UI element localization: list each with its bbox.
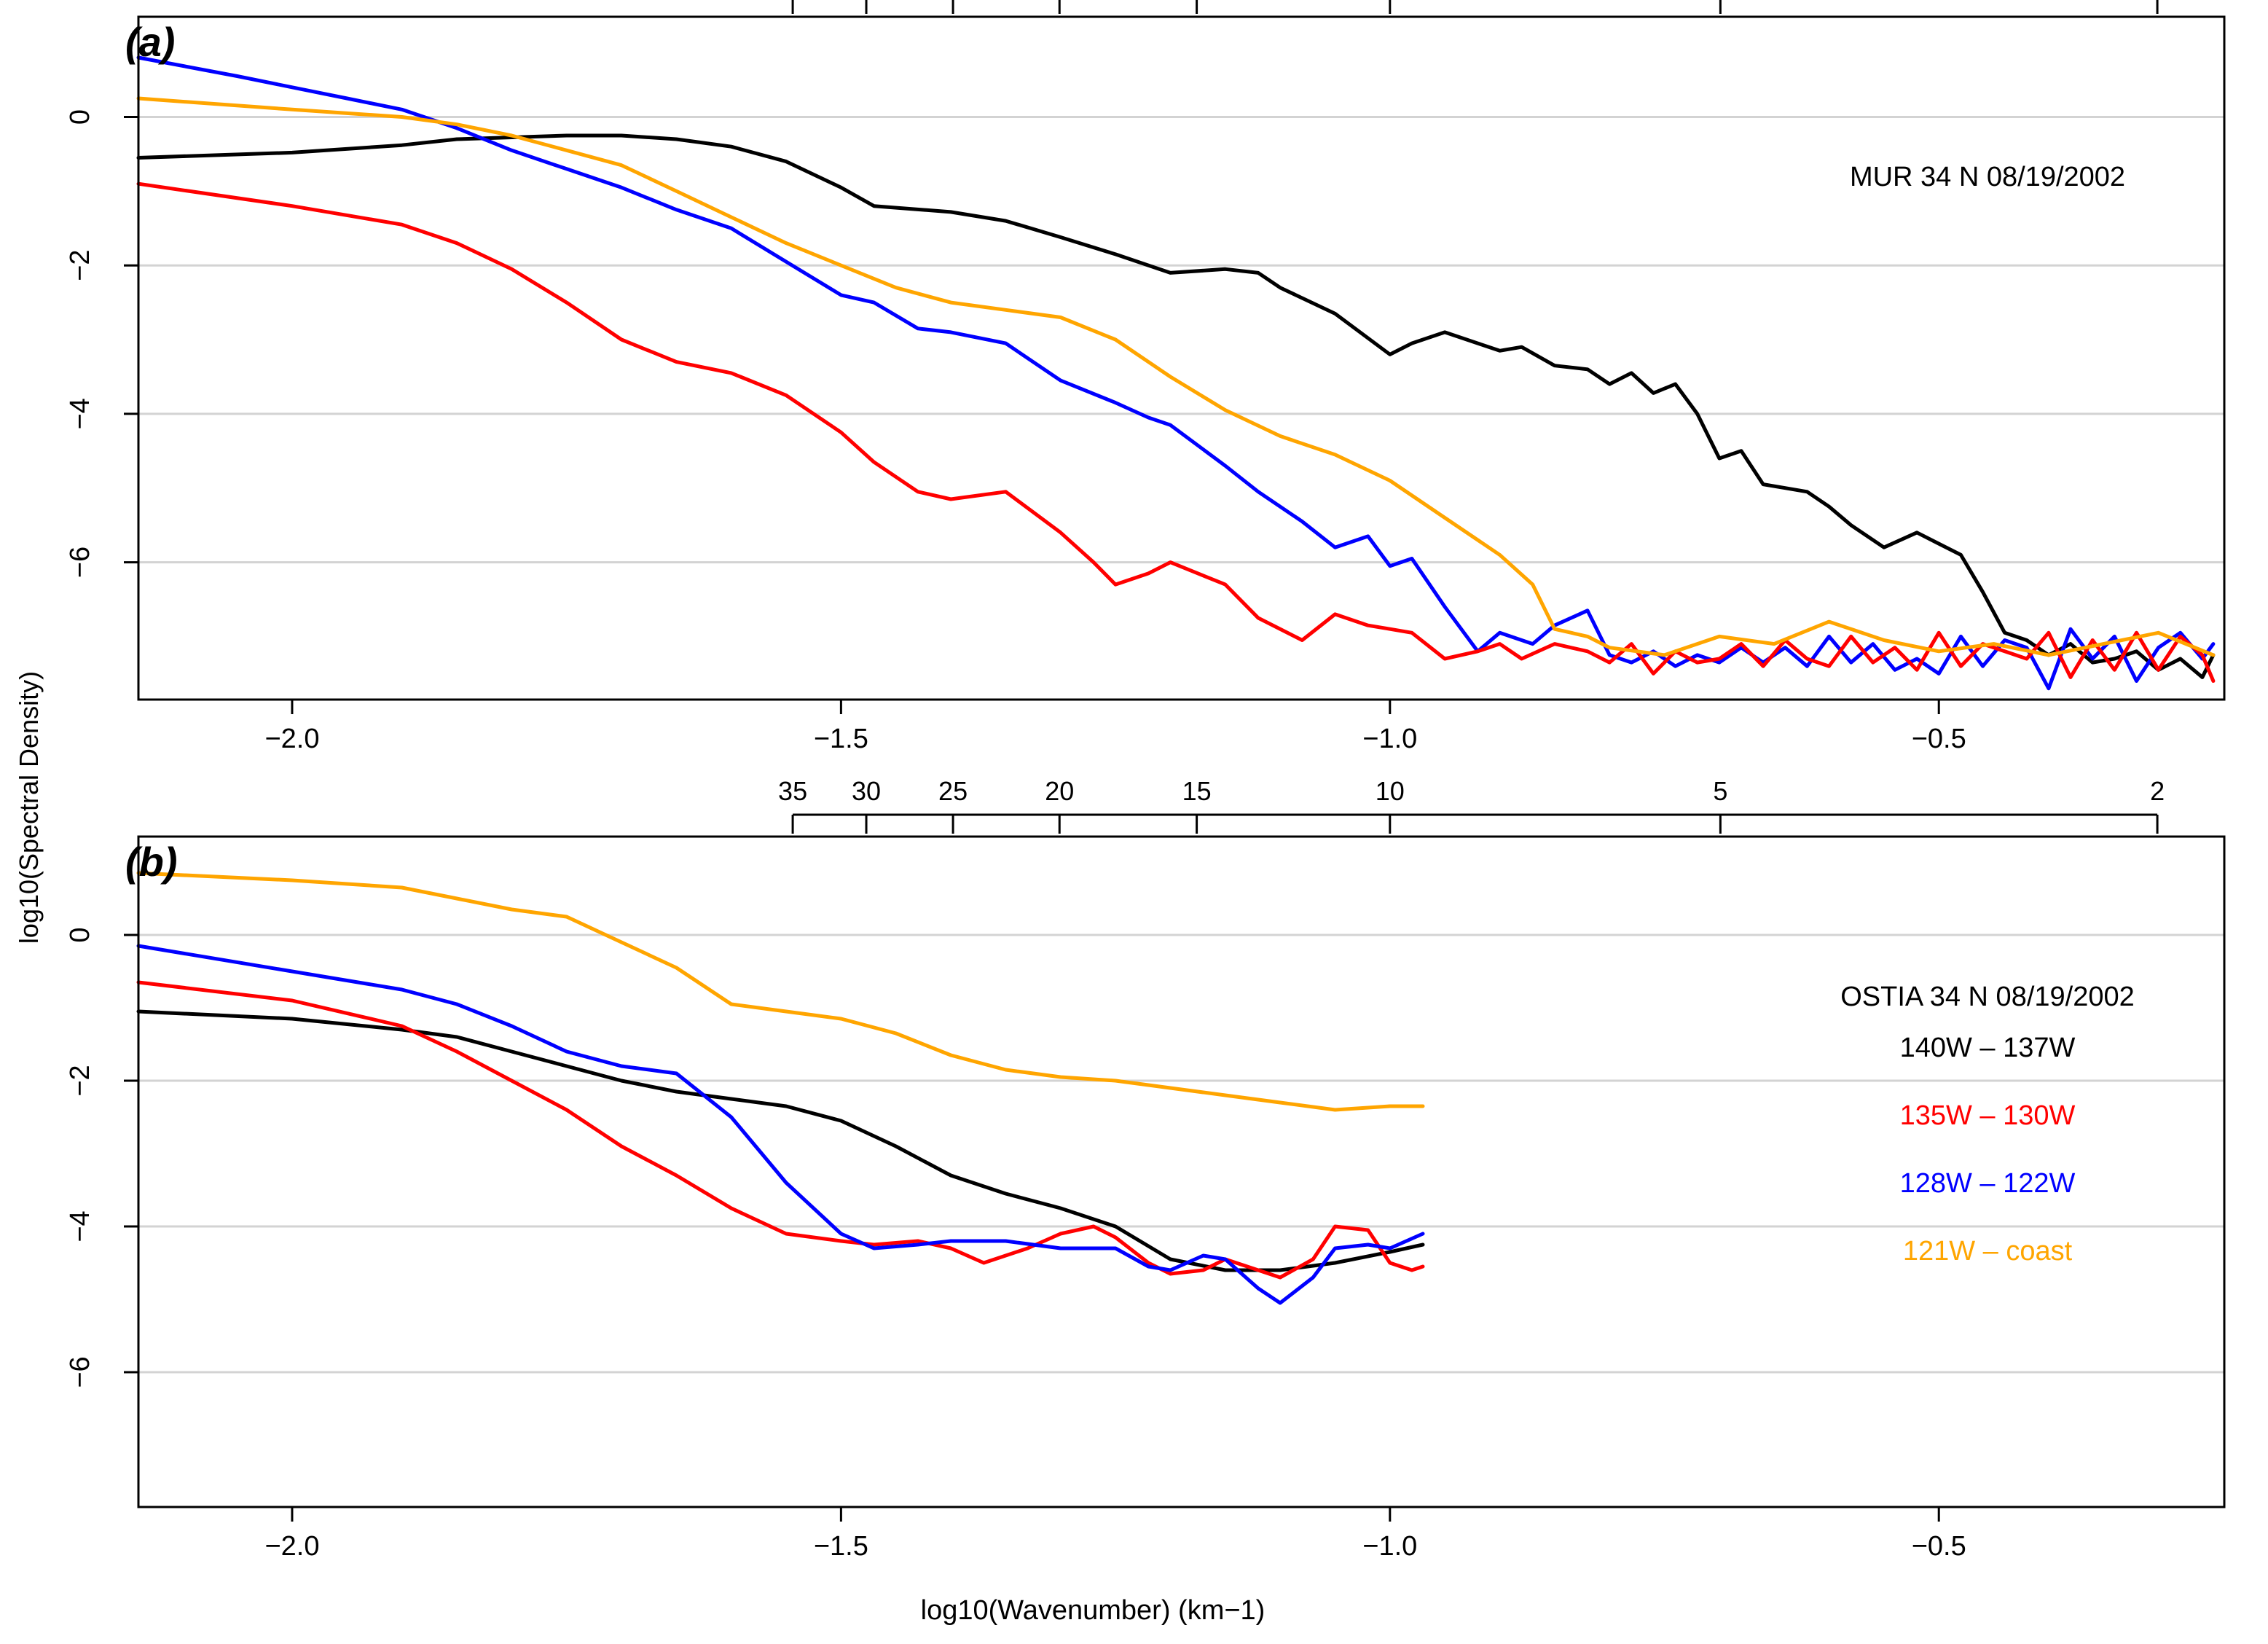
x-tick-label: −1.5 — [814, 724, 868, 754]
panel-label: (b) — [125, 839, 178, 885]
y-tick-label: −6 — [65, 547, 95, 578]
legend-entry: 135W – 130W — [1900, 1100, 2076, 1131]
x-tick-label: −2.0 — [264, 1531, 319, 1562]
panel-b: −2.0 −1.5 −1.0 −0.5 0 −2 −4 −6 35 30 25 20 15 10 5 2 (b)… — [65, 776, 2226, 1562]
top-axis-tick-label: 35 — [778, 776, 807, 806]
top-axis-tick-label: 2 — [2150, 776, 2165, 806]
series-line-0 — [136, 133, 2216, 679]
top-axis-tick-label: 10 — [1376, 776, 1405, 806]
panel-a: −2.0−1.5−1.0−0.50−2−4−635302520151052(a)… — [65, 0, 2226, 754]
series-line-1 — [136, 980, 1425, 1280]
series-line-2 — [136, 944, 1425, 1305]
series-line-1 — [136, 55, 2216, 691]
top-axis-tick-label: 20 — [1045, 776, 1074, 806]
x-tick-label: −1.0 — [1362, 724, 1417, 754]
x-tick-label: −0.5 — [1912, 724, 1966, 754]
series-line-3 — [136, 871, 1425, 1112]
y-tick-label: 0 — [65, 927, 95, 942]
panel-label: (a) — [125, 19, 175, 65]
x-tick-label: −0.5 — [1912, 1531, 1966, 1562]
y-tick-label: −2 — [65, 1065, 95, 1096]
panel-annotation: OSTIA 34 N 08/19/2002 — [1840, 982, 2135, 1012]
plot-frame — [137, 835, 2226, 1508]
top-axis-tick-label: 15 — [1182, 776, 1212, 806]
x-tick-label: −1.0 — [1362, 1531, 1417, 1562]
y-axis-label: log10(Spectral Density) — [14, 671, 44, 944]
series-line-2 — [136, 181, 2216, 683]
top-axis-tick-label: 5 — [1713, 776, 1727, 806]
panel-annotation: MUR 34 N 08/19/2002 — [1850, 162, 2125, 192]
top-axis-tick-label: 30 — [852, 776, 881, 806]
y-tick-label: −6 — [65, 1356, 95, 1387]
y-tick-label: −2 — [65, 250, 95, 281]
y-tick-label: −4 — [65, 1210, 95, 1242]
y-tick-label: −4 — [65, 398, 95, 429]
x-axis-label: log10(Wavenumber) (km−1) — [921, 1595, 1266, 1626]
legend-entry: 128W – 122W — [1900, 1168, 2076, 1199]
y-tick-label: 0 — [65, 109, 95, 125]
legend-entry: 140W – 137W — [1900, 1033, 2076, 1063]
legend-entry: 121W – coast — [1903, 1236, 2073, 1267]
top-axis-tick-label: 25 — [938, 776, 968, 806]
x-tick-label: −1.5 — [814, 1531, 868, 1562]
x-tick-label: −2.0 — [264, 724, 319, 754]
series-line-3 — [136, 96, 2216, 657]
plot-frame — [137, 15, 2226, 701]
